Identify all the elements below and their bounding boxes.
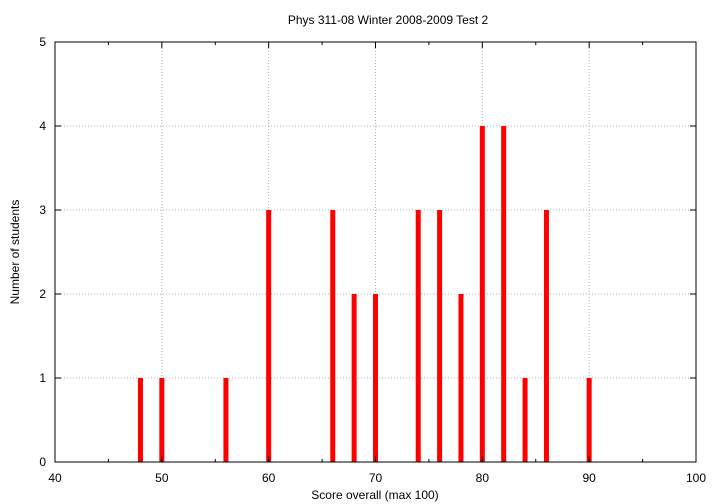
bar [373,294,378,462]
x-tick-label: 90 [582,471,596,485]
y-tick-label: 2 [39,287,46,301]
x-tick-label: 40 [48,471,62,485]
x-tick-label: 60 [262,471,276,485]
axis-ticks: 40 50 60 70 80 90 100 0 1 2 3 4 5 [39,35,706,485]
bar [458,294,464,462]
bars-group [137,126,592,462]
bar [586,378,592,462]
y-tick-label: 4 [39,119,46,133]
bar [266,210,272,462]
x-axis-label: Score overall (max 100) [311,488,438,502]
bar [522,378,528,462]
y-tick-label: 3 [39,203,46,217]
y-tick-label: 0 [39,455,46,469]
x-tick-label: 100 [686,471,706,485]
bar [351,294,357,462]
x-tick-label: 50 [155,471,169,485]
bar [479,126,485,462]
chart-title: Phys 311-08 Winter 2008-2009 Test 2 [288,13,489,27]
bar [501,126,507,462]
bar [543,210,549,462]
bar [330,210,336,462]
y-tick-label: 1 [39,371,46,385]
x-tick-label: 70 [369,471,383,485]
bar [159,378,165,462]
bar [437,210,443,462]
bar [415,210,421,462]
x-tick-label: 80 [476,471,490,485]
y-tick-label: 5 [39,35,46,49]
y-axis-label: Number of students [8,200,22,305]
bar [223,378,229,462]
bar [137,378,143,462]
